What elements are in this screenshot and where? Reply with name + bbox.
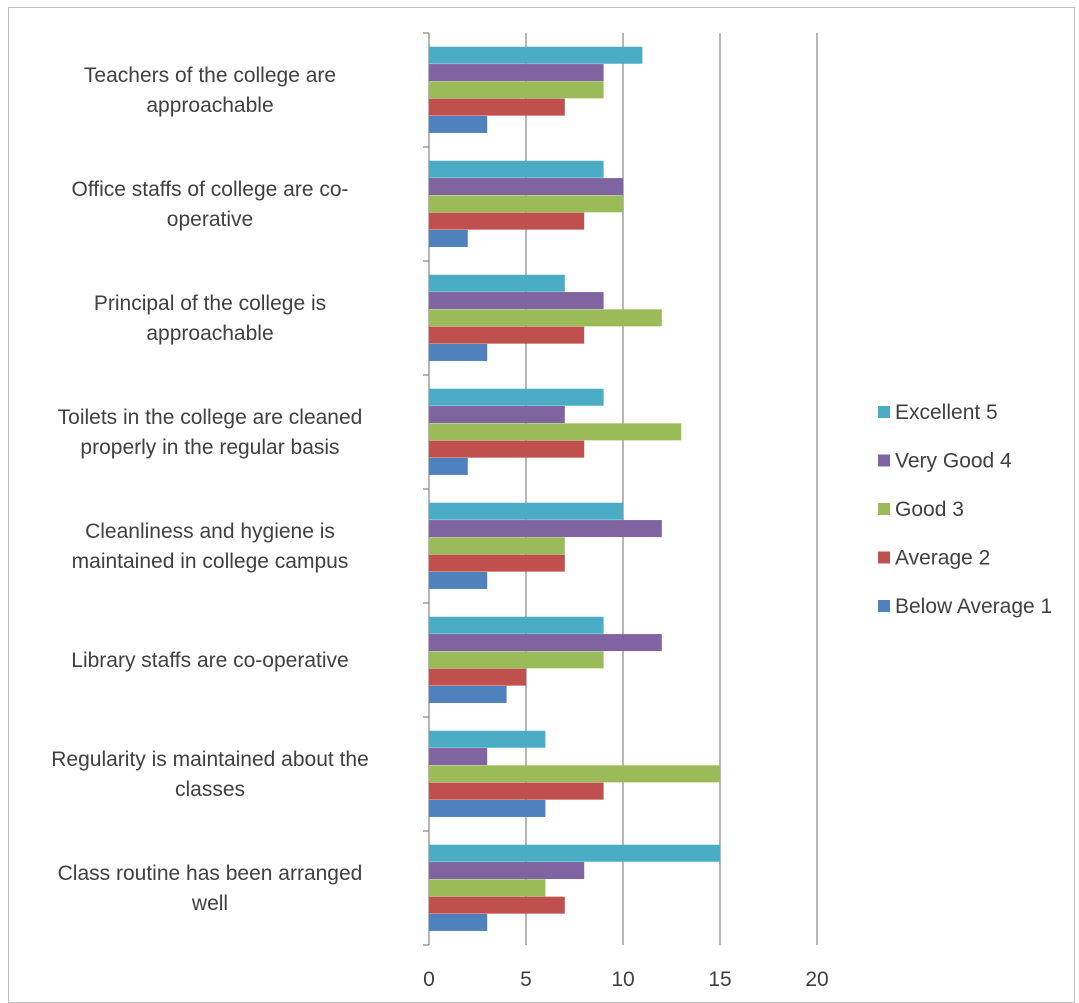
category-label: Library staffs are co-operative: [71, 649, 348, 672]
legend-swatch-excellent-5: [878, 406, 890, 418]
bar-below-average-1-6: [429, 229, 468, 247]
bar-good-3-2: [429, 651, 604, 669]
x-tick-label: 0: [423, 968, 435, 991]
bar-excellent-5-5: [429, 274, 565, 292]
x-tick-label: 20: [805, 968, 828, 991]
category-label: maintained in college campus: [72, 550, 349, 573]
category-label: Regularity is maintained about the: [51, 748, 369, 771]
category-label: properly in the regular basis: [80, 436, 339, 459]
x-tick-label: 10: [611, 968, 634, 991]
bar-below-average-1-2: [429, 685, 507, 703]
category-label: classes: [175, 778, 245, 801]
bar-very-good-4-6: [429, 178, 623, 196]
bar-very-good-4-0: [429, 862, 585, 880]
bar-excellent-5-7: [429, 46, 643, 64]
legend-swatch-average-2: [878, 551, 890, 564]
bar-very-good-4-2: [429, 634, 662, 652]
bar-good-3-0: [429, 879, 546, 897]
category-label: Toilets in the college are cleaned: [58, 406, 363, 429]
bar-excellent-5-4: [429, 388, 604, 406]
category-label: well: [191, 892, 228, 915]
bar-very-good-4-1: [429, 748, 488, 766]
category-label: approachable: [146, 322, 273, 345]
category-label: operative: [167, 208, 253, 231]
bar-average-2-2: [429, 668, 526, 686]
bar-excellent-5-6: [429, 160, 604, 178]
legend-label: Good 3: [895, 498, 964, 521]
bar-good-3-6: [429, 195, 623, 213]
bar-excellent-5-3: [429, 502, 623, 520]
category-label: approachable: [146, 94, 273, 117]
bar-below-average-1-1: [429, 799, 546, 817]
bar-very-good-4-4: [429, 406, 565, 424]
bar-below-average-1-0: [429, 913, 488, 931]
bar-average-2-6: [429, 212, 585, 230]
bar-below-average-1-3: [429, 571, 488, 589]
category-label: Principal of the college is: [94, 292, 326, 315]
legend-swatch-good-3: [878, 503, 890, 515]
bar-excellent-5-0: [429, 844, 720, 862]
category-label: Teachers of the college are: [84, 64, 336, 87]
bar-below-average-1-4: [429, 457, 468, 475]
bar-below-average-1-5: [429, 343, 488, 361]
category-label: Class routine has been arranged: [58, 862, 363, 885]
legend-label: Average 2: [895, 547, 990, 570]
bar-very-good-4-3: [429, 520, 662, 538]
category-label: Cleanliness and hygiene is: [85, 520, 335, 543]
bar-good-3-1: [429, 765, 720, 783]
legend-label: Excellent 5: [895, 401, 998, 424]
bar-good-3-5: [429, 309, 662, 327]
bar-good-3-7: [429, 81, 604, 99]
legend-label: Below Average 1: [895, 595, 1052, 618]
bar-average-2-4: [429, 440, 585, 458]
bar-good-3-4: [429, 423, 682, 441]
bar-average-2-1: [429, 782, 604, 800]
category-label: Office staffs of college are co-: [71, 178, 348, 201]
bar-good-3-3: [429, 537, 565, 555]
bar-average-2-5: [429, 326, 585, 344]
bar-average-2-7: [429, 98, 565, 116]
x-tick-label: 5: [520, 968, 532, 991]
legend-swatch-very-good-4: [878, 454, 890, 467]
bar-very-good-4-5: [429, 292, 604, 310]
legend-label: Very Good 4: [895, 450, 1012, 473]
bar-average-2-3: [429, 554, 565, 572]
x-tick-label: 15: [708, 968, 731, 991]
bar-very-good-4-7: [429, 64, 604, 82]
bar-excellent-5-2: [429, 616, 604, 634]
bar-below-average-1-7: [429, 115, 488, 133]
bar-excellent-5-1: [429, 730, 546, 748]
bar-average-2-0: [429, 896, 565, 914]
legend-swatch-below-average-1: [878, 600, 890, 612]
